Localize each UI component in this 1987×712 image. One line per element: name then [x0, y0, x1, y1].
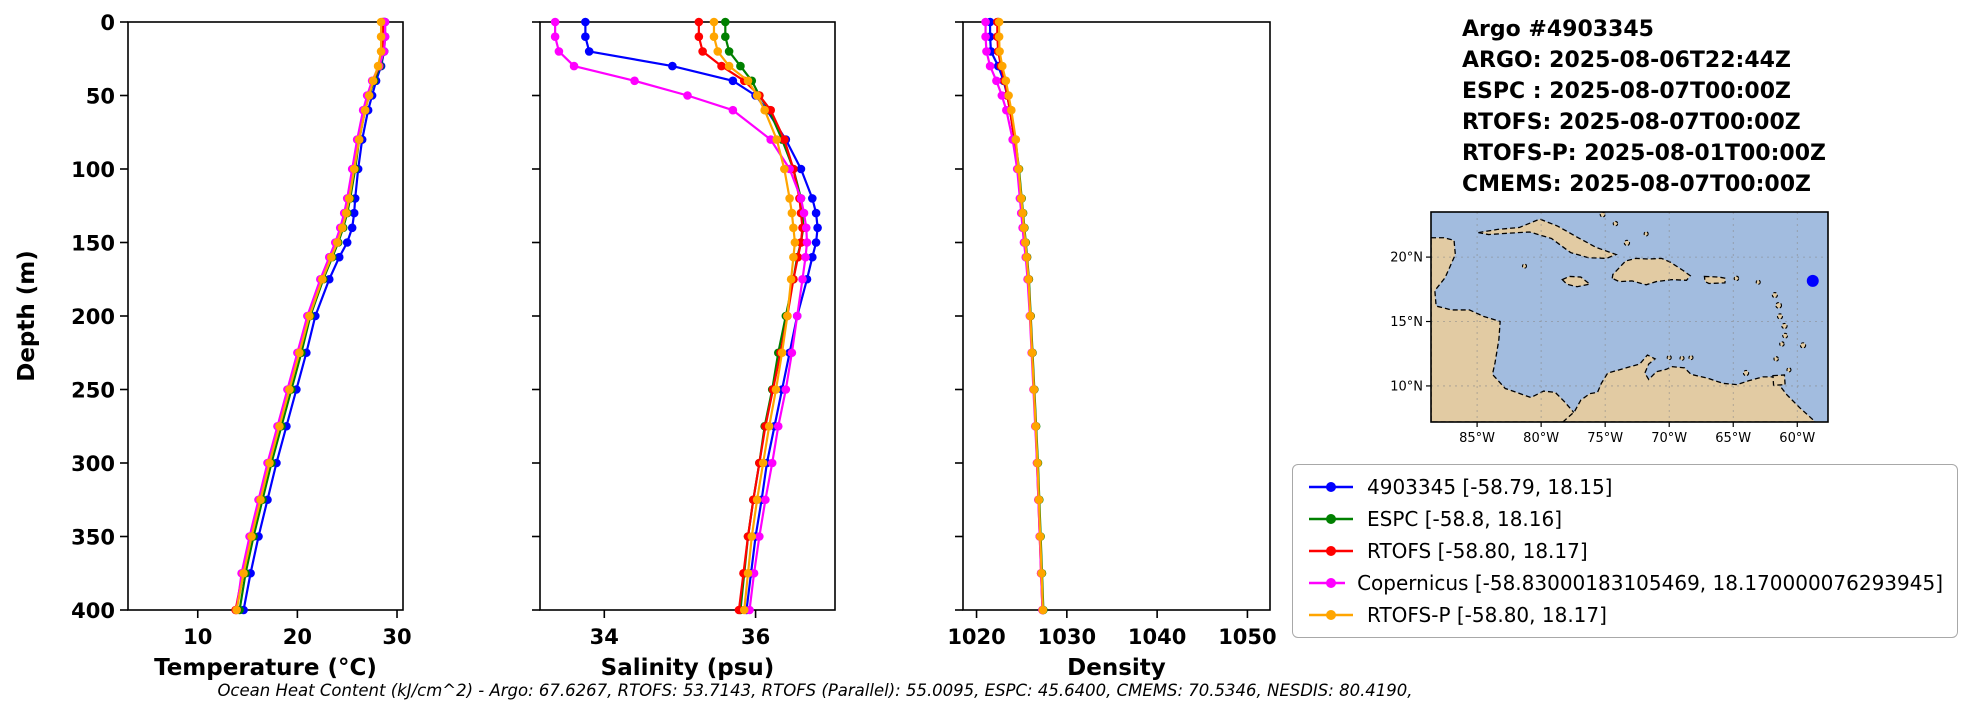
legend-item: RTOFS [-58.80, 18.17]: [1307, 539, 1943, 563]
map-canvas: 85°W 80°W 75°W 70°W 65°W 60°W 20°N 15°N 10°N: [1390, 211, 1829, 446]
svg-text:36: 36: [741, 625, 770, 649]
title-line: RTOFS: 2025-08-07T00:00Z: [1462, 110, 1801, 135]
svg-text:15°N: 15°N: [1390, 315, 1423, 330]
svg-text:30: 30: [382, 625, 411, 649]
legend-item-label: Copernicus [-58.83000183105469, 18.17000…: [1357, 571, 1943, 595]
y-axis-label: Depth (m): [14, 250, 40, 382]
svg-text:1050: 1050: [1218, 625, 1276, 649]
svg-text:1030: 1030: [1038, 625, 1096, 649]
map-graticule: [1431, 212, 1828, 422]
series-Copernicus: [550, 17, 812, 615]
svg-text:34: 34: [590, 625, 619, 649]
chart-temperature: 10 20 30050100150200250300350400Temperatur…: [14, 11, 412, 681]
location-map: 85°W 80°W 75°W 70°W 65°W 60°W 20°N 15°N 10°N: [1375, 206, 1845, 458]
svg-text:0: 0: [100, 11, 115, 35]
svg-text:10: 10: [183, 625, 212, 649]
legend-marker: [1309, 578, 1346, 588]
x-axis-label: Density: [1067, 655, 1166, 681]
svg-text:75°W: 75°W: [1587, 431, 1623, 446]
title-line: ESPC : 2025-08-07T00:00Z: [1462, 79, 1791, 104]
svg-text:50: 50: [86, 85, 115, 109]
legend-item-label: RTOFS [-58.80, 18.17]: [1367, 539, 1588, 563]
svg-text:1020: 1020: [947, 625, 1005, 649]
y-axis-ticks: 0 50 100 150 200 250 300 350 400: [71, 11, 128, 623]
svg-text:20°N: 20°N: [1390, 251, 1423, 266]
title-block: Argo #4903345 ARGO: 2025-08-06T22:44Z ES…: [1462, 14, 1826, 200]
legend: 4903345 [-58.79, 18.15] ESPC [-58.8, 18.1…: [1292, 464, 1958, 638]
legend-item: RTOFS-P [-58.80, 18.17]: [1307, 603, 1943, 627]
svg-text:60°W: 60°W: [1779, 431, 1815, 446]
svg-text:10°N: 10°N: [1390, 379, 1423, 394]
y-axis-ticks: [532, 21, 540, 611]
title-line: Argo #4903345: [1462, 17, 1654, 42]
svg-text:1040: 1040: [1128, 625, 1186, 649]
legend-item-label: 4903345 [-58.79, 18.15]: [1367, 475, 1613, 499]
legend-item: Copernicus [-58.83000183105469, 18.17000…: [1307, 571, 1943, 595]
legend-marker: [1309, 610, 1353, 620]
argo-position-marker: [1806, 274, 1819, 287]
x-axis-label: Temperature (°C): [154, 655, 377, 681]
svg-text:150: 150: [71, 232, 115, 256]
map-land: [1431, 212, 1817, 422]
series-RTOFS-P: [232, 17, 386, 615]
legend-marker: [1309, 546, 1353, 556]
legend-item-label: ESPC [-58.8, 18.16]: [1367, 507, 1563, 531]
svg-text:20: 20: [283, 625, 312, 649]
legend-marker: [1309, 482, 1353, 492]
plot-frame: [962, 21, 1271, 611]
x-axis-ticks: 10 20 30: [183, 610, 412, 649]
svg-text:100: 100: [71, 158, 115, 182]
svg-text:70°W: 70°W: [1651, 431, 1687, 446]
title-line: CMEMS: 2025-08-07T00:00Z: [1462, 172, 1811, 197]
legend-marker: [1309, 514, 1353, 524]
svg-text:200: 200: [71, 305, 115, 329]
x-axis-ticks: 34 36: [590, 610, 770, 649]
svg-text:250: 250: [71, 379, 115, 403]
legend-item-label: RTOFS-P [-58.80, 18.17]: [1367, 603, 1607, 627]
svg-text:350: 350: [71, 526, 115, 550]
legend-item: 4903345 [-58.79, 18.15]: [1307, 475, 1943, 499]
series-RTOFS-P: [709, 17, 800, 615]
map-tick-labels: 85°W 80°W 75°W 70°W 65°W 60°W 20°N 15°N 10°N: [1390, 251, 1815, 446]
svg-text:400: 400: [71, 599, 115, 623]
title-line: ARGO: 2025-08-06T22:44Z: [1462, 48, 1791, 73]
ohc-footer: Ocean Heat Content (kJ/cm^2) - Argo: 67.…: [217, 681, 1413, 700]
map-frame: [1430, 211, 1829, 423]
svg-text:80°W: 80°W: [1523, 431, 1559, 446]
chart-density: 1020 1030 1040 1050 Density: [947, 17, 1277, 681]
svg-text:300: 300: [71, 452, 115, 476]
svg-text:85°W: 85°W: [1459, 431, 1495, 446]
chart-salinity: 34 36 Salinity (psu): [532, 17, 836, 681]
legend-item: ESPC [-58.8, 18.16]: [1307, 507, 1943, 531]
series-RTOFS-P: [994, 17, 1048, 615]
x-axis-ticks: 1020 1030 1040 1050: [947, 610, 1277, 649]
x-axis-label: Salinity (psu): [601, 655, 775, 681]
y-axis-ticks: [955, 21, 963, 611]
title-line: RTOFS-P: 2025-08-01T00:00Z: [1462, 141, 1826, 166]
svg-text:65°W: 65°W: [1715, 431, 1751, 446]
